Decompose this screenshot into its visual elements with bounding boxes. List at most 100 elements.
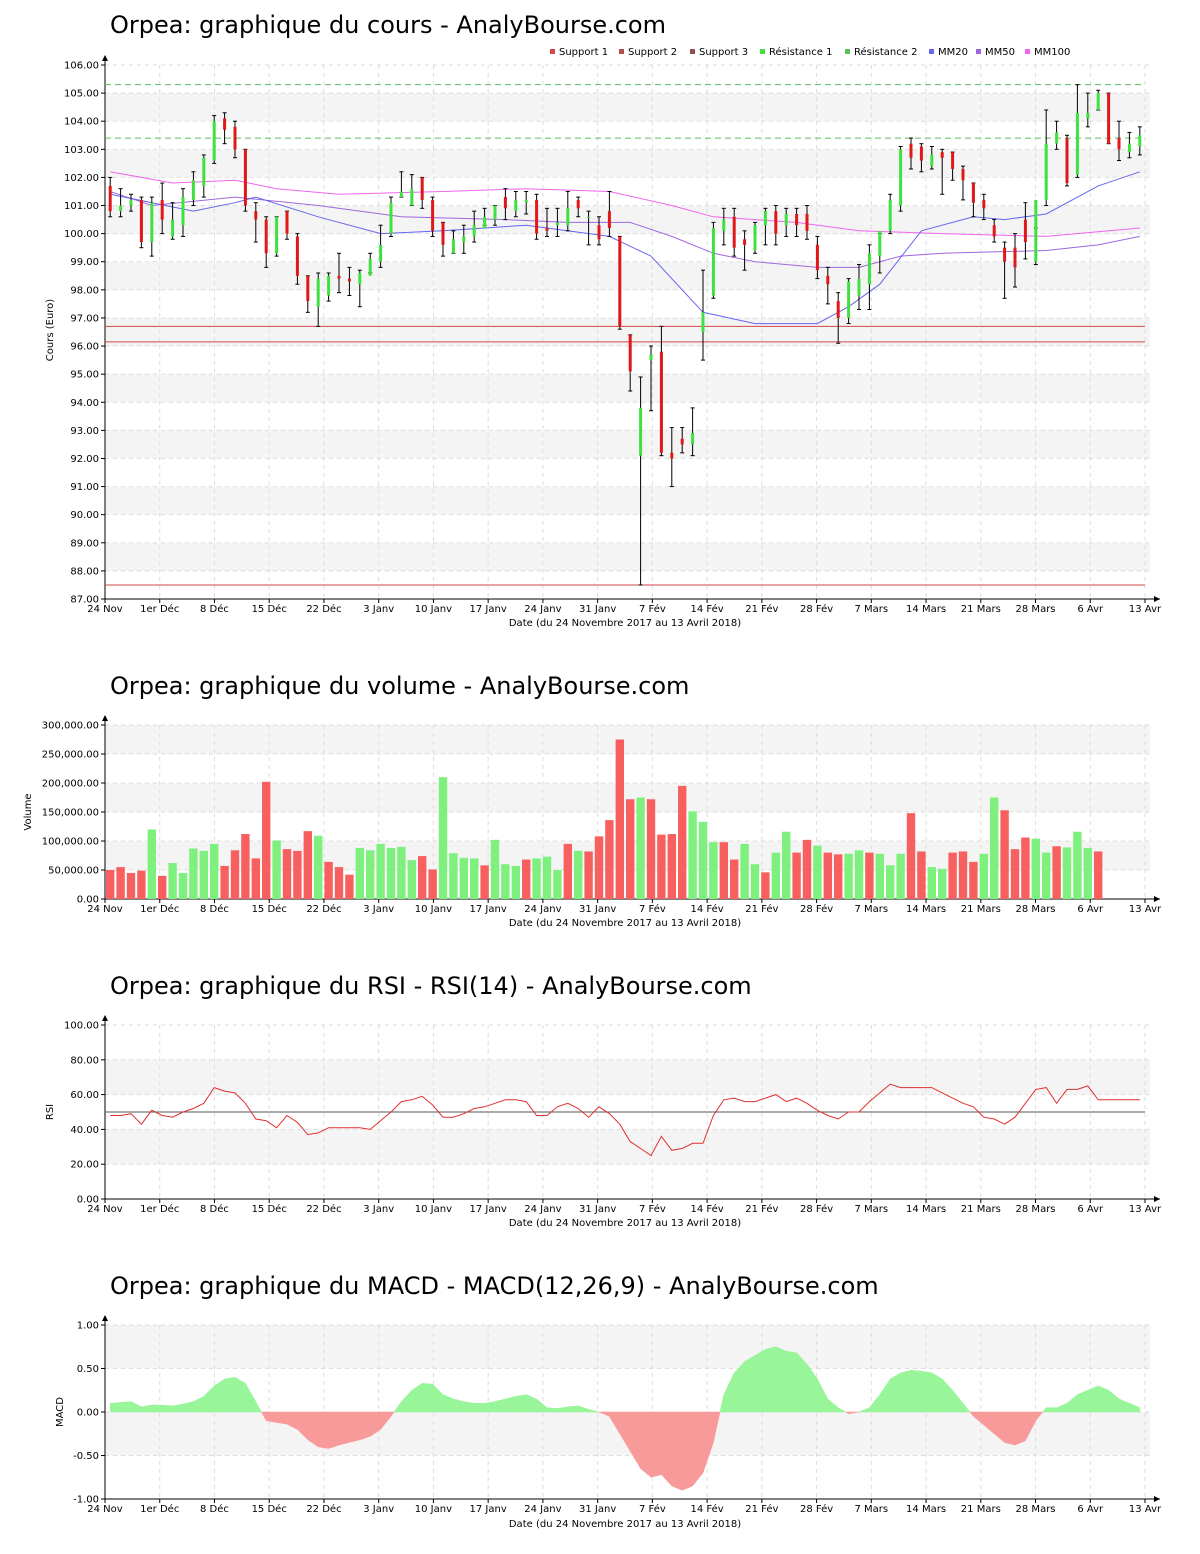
volume-bar: [979, 853, 988, 899]
volume-y-tick-label: 150,000.00: [42, 808, 99, 819]
macd-area-segment: [203, 1385, 215, 1413]
candle-body: [223, 118, 227, 130]
rsi-y-tick-label: 80.00: [70, 1055, 99, 1066]
volume-bar: [906, 813, 916, 899]
volume-bar: [1062, 847, 1072, 899]
volume-bar: [449, 853, 458, 899]
rsi-y-arrow: [102, 1015, 108, 1021]
volume-x-tick-label: 28 Mars: [1016, 904, 1056, 915]
macd-area-segment: [723, 1372, 735, 1413]
macd-x-tick-label: 7 Fév: [639, 1503, 666, 1515]
price-y-tick-label: 104.00: [64, 117, 99, 128]
macd-area-segment: [317, 1411, 329, 1449]
candle-body: [795, 213, 799, 226]
candle-body: [243, 149, 247, 206]
candle-body: [410, 188, 414, 206]
legend-swatch: [619, 49, 624, 54]
candle-body: [576, 199, 580, 209]
candle-body: [379, 244, 383, 262]
macd-area-segment: [754, 1348, 766, 1413]
volume-bar: [262, 781, 271, 899]
volume-x-tick-label: 24 Nov: [87, 904, 123, 915]
macd-area-segment: [1045, 1407, 1057, 1413]
volume-bar: [740, 843, 749, 899]
volume-bar: [719, 842, 728, 899]
macd-x-tick-label: 22 Déc: [306, 1503, 341, 1515]
macd-area-segment: [494, 1398, 506, 1413]
macd-x-tick-label: 13 Avr: [1129, 1504, 1162, 1515]
price-x-tick-label: 14 Mars: [906, 604, 946, 615]
candle-body: [1065, 138, 1069, 184]
rsi-x-tick-label: 8 Déc: [200, 1203, 229, 1215]
volume-bar: [282, 849, 292, 899]
volume-bar: [511, 865, 520, 899]
macd-x-tick-label: 31 Janv: [579, 1504, 616, 1515]
legend-swatch: [976, 49, 981, 54]
volume-bar: [792, 852, 801, 899]
volume-bar: [230, 850, 240, 899]
volume-plot: 0.00 50,000.00 100,000.00 150,000.00 200,000…: [42, 715, 1162, 915]
candle-body: [493, 205, 497, 220]
volume-bar: [199, 850, 208, 899]
price-band: [105, 149, 1150, 178]
volume-bar: [158, 875, 167, 899]
rsi-x-tick-label: 21 Fév: [745, 1203, 778, 1215]
macd-area-segment: [1035, 1411, 1044, 1422]
volume-bar: [147, 829, 156, 899]
price-x-tick-label: 28 Mars: [1016, 604, 1056, 615]
macd-area-segment: [567, 1405, 579, 1413]
candle-body: [618, 236, 622, 327]
candle-body: [191, 180, 195, 200]
candle-body: [566, 208, 570, 226]
volume-bar: [532, 858, 541, 899]
candle-body: [285, 211, 289, 234]
legend-swatch: [845, 49, 850, 54]
candle-body: [1096, 93, 1100, 110]
price-y-label: Cours (Euro): [45, 299, 56, 362]
candle-body: [607, 211, 611, 229]
volume-bar: [490, 839, 500, 899]
candle-body: [940, 152, 944, 158]
volume-bar: [220, 865, 229, 899]
volume-bar: [750, 864, 760, 899]
macd-area-segment: [1004, 1411, 1016, 1446]
candle-body: [659, 351, 663, 453]
candle-body: [483, 216, 487, 229]
volume-bar: [314, 835, 323, 899]
volume-y-label: Volume: [23, 793, 34, 830]
volume-bar: [324, 861, 333, 899]
volume-bar: [875, 853, 884, 899]
volume-bar: [1042, 852, 1051, 899]
macd-y-tick-label: 1.00: [77, 1321, 99, 1332]
macd-x-arrow: [1154, 1496, 1160, 1502]
volume-bar: [210, 843, 219, 899]
candle-body: [358, 272, 362, 285]
macd-area-segment: [484, 1401, 496, 1413]
candle-body: [254, 211, 258, 220]
volume-bar: [584, 851, 593, 899]
rsi-x-tick-label: 7 Fév: [639, 1203, 666, 1215]
candle-body: [150, 202, 154, 243]
price-x-tick-label: 1er Déc: [140, 603, 179, 615]
price-band: [105, 93, 1150, 122]
candle-body: [763, 211, 767, 226]
price-plot: 87.00 88.00 89.00 90.00 91.00 92.00 93.00 94.00…: [64, 55, 1162, 615]
rsi-band: [105, 1059, 1150, 1095]
macd-area-segment: [536, 1398, 548, 1413]
volume-bar: [896, 853, 905, 899]
volume-bar: [574, 850, 583, 899]
macd-area-segment: [515, 1394, 527, 1413]
candle-body: [847, 281, 851, 318]
candle-body: [129, 199, 133, 206]
legend-entry: MM100: [1034, 47, 1070, 58]
macd-x-label: Date (du 24 Novembre 2017 au 13 Avril 20…: [509, 1519, 741, 1530]
legend-entry: Résistance 2: [854, 46, 917, 58]
macd-area-segment: [577, 1405, 589, 1413]
macd-area-segment: [411, 1382, 423, 1413]
legend-swatch: [1025, 49, 1030, 54]
volume-bar: [834, 854, 843, 899]
macd-area-segment: [120, 1401, 132, 1413]
volume-bar: [459, 857, 468, 899]
volume-x-tick-label: 14 Mars: [906, 904, 946, 915]
